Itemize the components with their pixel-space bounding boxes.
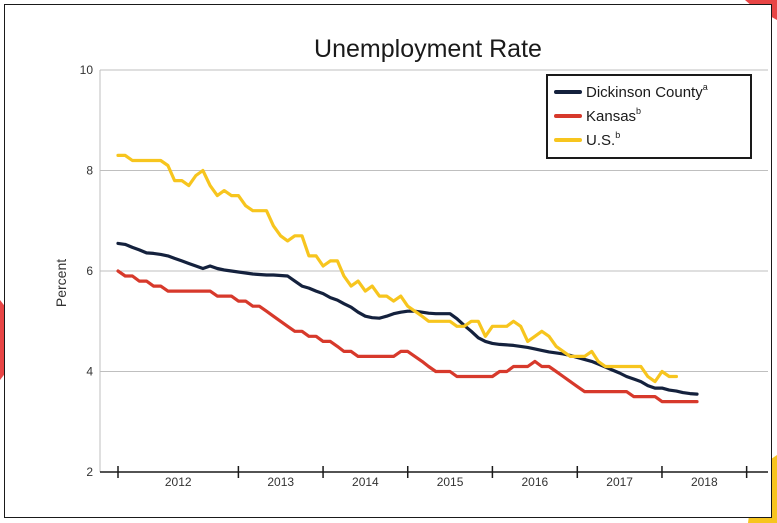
gridlines: [99, 69, 768, 472]
series-lines: [116, 153, 699, 404]
x-tick-label: 2014: [352, 475, 379, 489]
chart-title: Unemployment Rate: [314, 35, 542, 63]
x-tick-label: 2017: [606, 475, 633, 489]
y-axis-label: Percent: [53, 259, 69, 307]
legend-label: Dickinson Countya: [586, 82, 708, 101]
y-tick-labels: 2 4 6 8 10: [80, 63, 94, 479]
y-tick-label: 8: [86, 164, 93, 178]
y-tick-label: 4: [86, 365, 93, 379]
x-tick-label: 2018: [691, 475, 718, 489]
x-axis: 2012 2013 2014 2015 2016 2017 2018: [100, 466, 768, 489]
series-line-kansas: [116, 269, 699, 404]
legend-series-name: Dickinson County: [586, 84, 703, 101]
x-tick-label: 2016: [522, 475, 549, 489]
x-tick-label: 2015: [437, 475, 464, 489]
legend-footnote-marker: b: [615, 130, 620, 140]
series-line-u-s: [116, 153, 679, 384]
legend-label: U.S.b: [586, 130, 620, 149]
legend-label: Kansasb: [586, 106, 641, 125]
legend-footnote-marker: a: [703, 82, 708, 92]
legend-series-name: U.S.: [586, 132, 615, 149]
x-tick-label: 2013: [267, 475, 294, 489]
y-tick-label: 2: [86, 465, 93, 479]
y-tick-label: 6: [86, 264, 93, 278]
legend-series-name: Kansas: [586, 108, 636, 125]
legend-footnote-marker: b: [636, 106, 641, 116]
y-tick-label: 10: [80, 63, 94, 77]
x-tick-label: 2012: [165, 475, 192, 489]
